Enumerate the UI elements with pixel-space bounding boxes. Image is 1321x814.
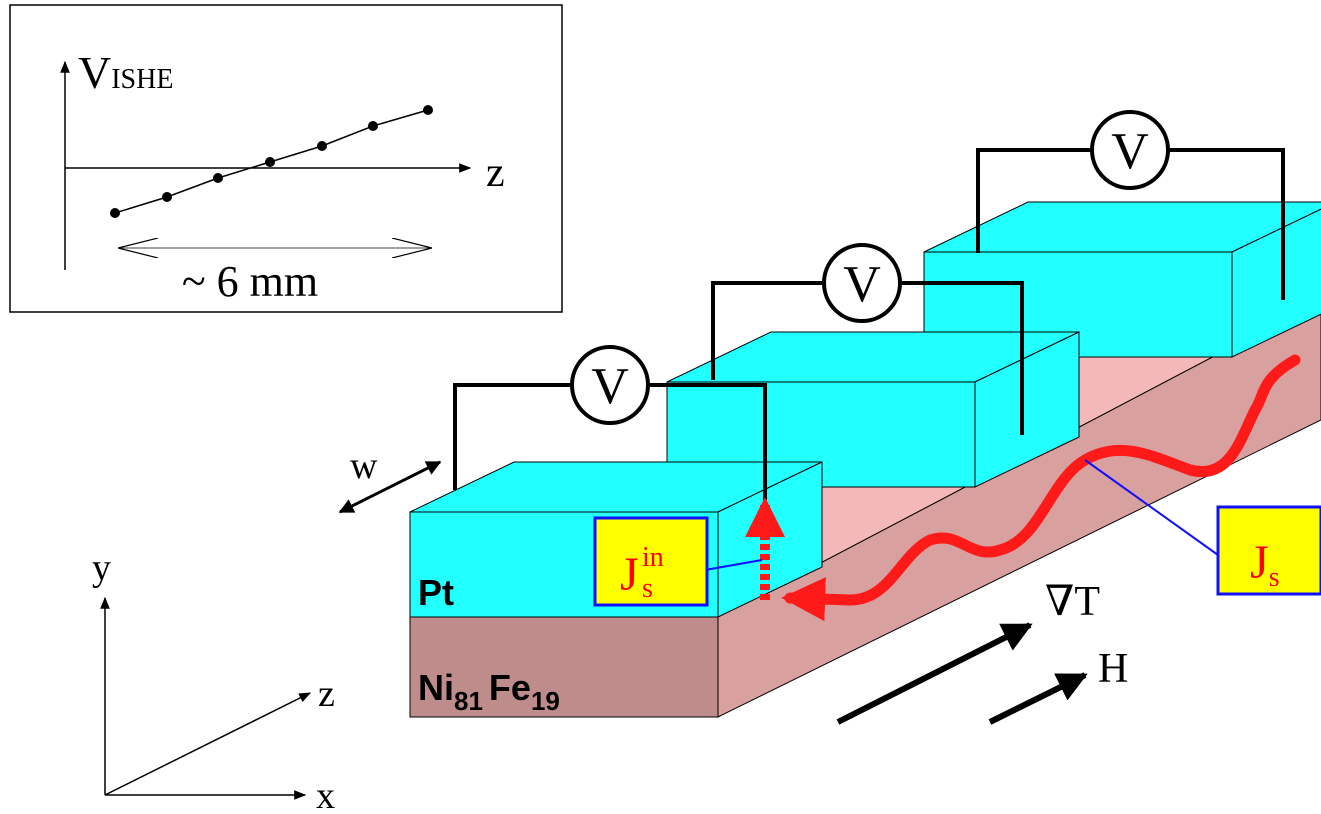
width-label: w [350,445,378,487]
inset-y-label-sub: ISHE [111,64,173,95]
nife-fe: Fe [489,667,531,708]
voltmeter-label: V [1111,123,1149,180]
inset: VISHE z ~ 6 mm [10,5,562,312]
inset-x-label: z [486,150,505,196]
js-in-main: J [620,548,639,601]
nife-fe-sub: 19 [531,686,560,716]
coordinate-axes [105,598,310,795]
js-in-sub: s [642,573,653,604]
diagram: VISHE z ~ 6 mm V V [0,0,1321,814]
js-main: J [1250,536,1269,589]
voltmeter-label: V [591,358,629,415]
pt-label: Pt [418,572,454,613]
inset-span-label: ~ 6 mm [182,257,318,306]
field-arrow [990,675,1085,722]
gradient-label: ∇T [1045,579,1100,625]
field-label: H [1098,646,1128,692]
axis-x-label: x [316,775,335,814]
nife-ni-sub: 81 [454,686,483,716]
js-sub: s [1269,562,1280,593]
page: VISHE z ~ 6 mm V V [0,0,1321,814]
js-in-sup: in [642,542,664,573]
axis-y-label: y [92,547,111,589]
axis-z-label: z [318,673,335,715]
voltmeter-label: V [843,256,881,313]
nife-ni: Ni [418,667,454,708]
inset-y-label-main: V [78,47,111,98]
